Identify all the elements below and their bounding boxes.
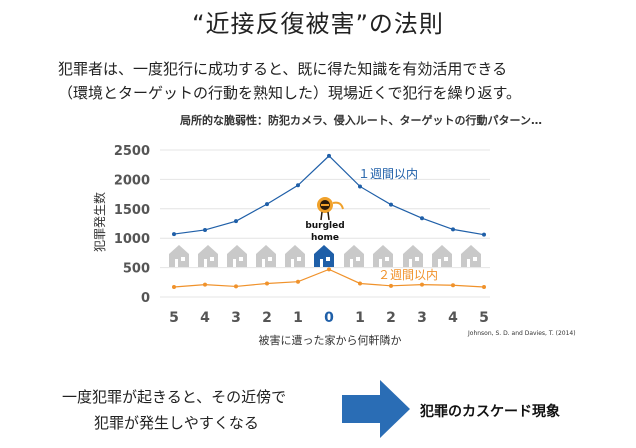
data-point: [327, 267, 331, 272]
house-icon: [432, 245, 452, 267]
citation: Johnson, S. D. and Davies, T. (2014): [468, 330, 576, 337]
house-icon: [461, 245, 481, 267]
house-icon: [373, 245, 393, 267]
data-point: [451, 283, 455, 288]
data-point: [203, 282, 207, 287]
y-tick-label: 500: [123, 262, 150, 277]
y-tick-label: 2000: [114, 173, 150, 188]
house-icon: [227, 245, 247, 267]
house-icon: [169, 245, 189, 267]
data-point: [358, 281, 362, 286]
house-icon: [256, 245, 276, 267]
data-point: [296, 279, 300, 284]
y-tick-label: 2500: [114, 144, 150, 159]
data-point: [234, 219, 238, 224]
data-point: [389, 283, 393, 288]
x-tick-label: 1: [293, 310, 303, 326]
y-tick-label: 1000: [114, 232, 150, 247]
house-icon: [403, 245, 423, 267]
data-point: [482, 285, 486, 290]
y-tick-label: 0: [141, 291, 150, 306]
data-point: [265, 202, 269, 207]
data-point: [482, 232, 486, 237]
x-tick-label: 0: [324, 310, 334, 326]
data-point: [296, 183, 300, 188]
x-tick-label: 3: [231, 310, 241, 326]
house-icon: [198, 245, 218, 267]
page-title: “近接反復被害”の法則: [192, 10, 444, 38]
x-tick-label: 4: [448, 310, 458, 326]
series-label-2weeks: ２週間以内: [378, 268, 438, 282]
bottom-text-line-1: 一度犯罪が起きると、その近傍で: [62, 388, 287, 406]
house-icon: [314, 245, 334, 267]
cascade-result-label: 犯罪のカスケード現象: [420, 404, 560, 420]
y-axis-label: 犯罪発生数: [92, 192, 107, 252]
data-point: [234, 284, 238, 289]
x-tick-label: 2: [262, 310, 272, 326]
x-tick-label: 5: [479, 310, 489, 326]
house-icon: [344, 245, 364, 267]
x-tick-label: 5: [169, 310, 179, 326]
data-point: [172, 285, 176, 290]
house-icon: [285, 245, 305, 267]
x-axis-label: 被害に遭った家から何軒隣か: [259, 333, 402, 347]
x-tick-label: 3: [417, 310, 427, 326]
x-tick-label: 4: [200, 310, 210, 326]
series-label-1week: １週間以内: [358, 167, 418, 181]
right-arrow-icon: [342, 380, 410, 438]
chart-subtitle: 局所的な脆弱性：防犯カメラ、侵入ルート、ターゲットの行動パターン…: [180, 114, 543, 127]
data-point: [203, 227, 207, 232]
bottom-text-line-2: 犯罪が発生しやすくなる: [94, 414, 259, 432]
data-point: [358, 184, 362, 189]
x-tick-label: 2: [386, 310, 396, 326]
x-tick-label: 1: [355, 310, 365, 326]
data-point: [172, 232, 176, 237]
data-point: [265, 281, 269, 286]
burgled-home-label: burgled: [305, 221, 344, 231]
data-point: [389, 202, 393, 207]
description-line-1: 犯罪者は、一度犯行に成功すると、既に得た知識を有効活用できる: [58, 60, 508, 78]
burglar-icon: [317, 197, 344, 221]
data-point: [327, 153, 331, 158]
data-point: [420, 282, 424, 287]
data-point: [420, 216, 424, 221]
data-point: [451, 227, 455, 232]
y-tick-label: 1500: [114, 203, 150, 218]
description-line-2: （環境とターゲットの行動を熟知した）現場近くで犯行を繰り返す。: [58, 84, 522, 102]
burgled-home-label: home: [311, 233, 339, 243]
